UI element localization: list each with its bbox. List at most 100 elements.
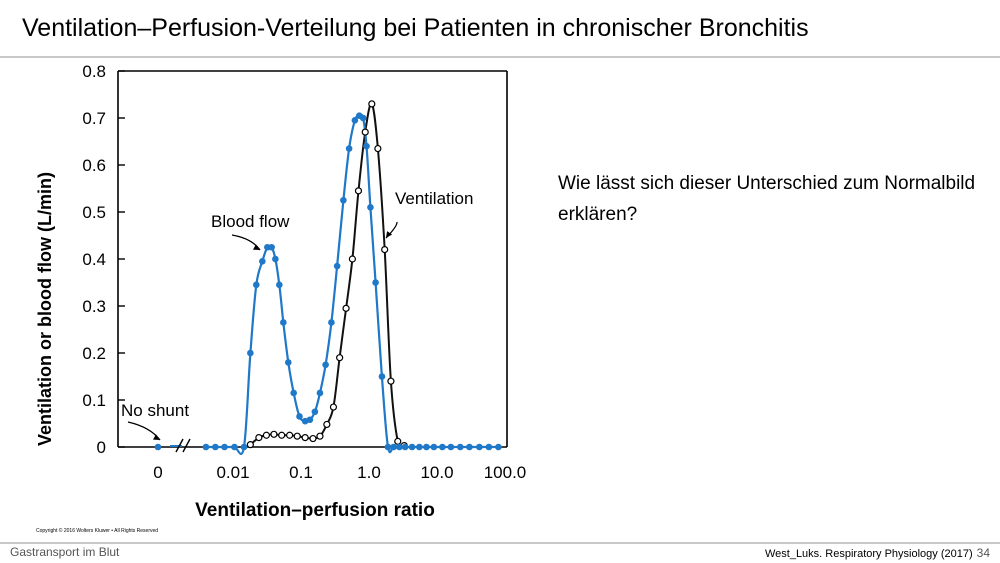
blood-flow-point: [202, 443, 210, 451]
y-axis-label: Ventilation or blood flow (L/min): [35, 172, 55, 446]
ventilation-arrow-head: [386, 231, 393, 238]
x-tick-label: 100.0: [484, 463, 527, 482]
blood-flow-point: [384, 443, 392, 451]
y-tick-label: 0: [97, 438, 106, 457]
blood-flow-point: [495, 443, 502, 451]
y-tick-label: 0.7: [82, 109, 106, 128]
footer-source: West_Luks. Respiratory Physiology (2017)…: [765, 546, 990, 560]
y-tick-label: 0.5: [82, 203, 106, 222]
ventilation-point: [361, 128, 369, 136]
y-tick-label: 0.6: [82, 156, 106, 175]
ventilation-point: [342, 304, 350, 312]
blood-flow-point: [247, 349, 254, 357]
slide-title: Ventilation–Perfusion-Verteilung bei Pat…: [22, 14, 809, 42]
footer-topic: Gastransport im Blut: [10, 545, 120, 559]
ventilation-point: [278, 431, 286, 439]
ventilation-point: [316, 432, 324, 440]
blood-flow-point: [316, 389, 324, 397]
page-number: 34: [976, 546, 990, 560]
blood-flow-point: [396, 443, 403, 451]
blood-flow-point: [423, 443, 430, 451]
x-tick-label: 1.0: [357, 463, 381, 482]
blood-flow-annotation: Blood flow: [211, 212, 290, 231]
footer-divider: [0, 542, 1000, 544]
blood-flow-point: [351, 117, 359, 124]
blood-flow-point: [378, 373, 386, 380]
blood-flow-point: [240, 443, 248, 451]
x-tick-label: 0.1: [289, 463, 313, 482]
ventilation-point: [270, 430, 278, 438]
x-tick-label: 0: [153, 463, 162, 482]
blood-flow-point: [333, 262, 341, 270]
blood-flow-point: [290, 389, 297, 397]
blood-flow-point: [284, 359, 292, 366]
no-shunt-annotation: No shunt: [121, 401, 189, 420]
blood-flow-arrow-head: [253, 244, 260, 250]
ventilation-point: [354, 187, 363, 195]
chart-axes: 0 0.1 0.2 0.3 0.4 0.5 0.6 0.7 0.8 0 0.01 0.1 1.0 10.0…: [82, 62, 526, 482]
question-text: Wie lässt sich dieser Unterschied zum No…: [558, 173, 976, 225]
x-axis-label: Ventilation–perfusion ratio: [195, 500, 435, 521]
blood-flow-point: [340, 196, 347, 204]
ventilation-point: [394, 437, 402, 445]
blood-flow-point: [296, 413, 303, 420]
ventilation-point: [387, 377, 395, 385]
blood-flow-point: [280, 319, 287, 326]
blood-flow-point: [430, 443, 438, 451]
ventilation-line: [249, 102, 406, 449]
blood-flow-point: [367, 204, 374, 211]
blood-flow-point: [221, 443, 228, 451]
blood-flow-point: [345, 145, 353, 152]
ventilation-annotation: Ventilation: [395, 189, 473, 208]
blood-flow-point: [456, 443, 464, 451]
y-tick-label: 0.1: [82, 391, 106, 410]
ventilation-point: [262, 431, 271, 439]
blood-flow-point: [252, 281, 260, 289]
blood-flow-point: [272, 255, 279, 263]
ventilation-point: [301, 434, 309, 442]
blood-flow-point: [408, 443, 416, 451]
blood-flow-point: [401, 443, 409, 451]
blood-flow-point: [439, 443, 446, 451]
blood-flow-point: [476, 443, 483, 451]
chart-labels: Ventilation or blood flow (L/min) Ventil…: [35, 172, 473, 534]
y-tick-label: 0.2: [82, 344, 106, 363]
shunt-point: [154, 443, 162, 451]
ventilation-point: [329, 403, 338, 411]
blood-flow-point: [268, 243, 275, 251]
title-divider: [0, 56, 1000, 58]
x-tick-label: 0.01: [216, 463, 249, 482]
ventilation-point: [381, 246, 389, 254]
blood-flow-point: [466, 443, 473, 451]
copyright-note: Copyright © 2016 Wolters Kluwer • All Ri…: [36, 527, 158, 534]
source-citation: West_Luks. Respiratory Physiology (2017): [764, 548, 973, 560]
x-tick-label: 10.0: [420, 463, 453, 482]
ventilation-point: [309, 434, 317, 443]
blood-flow-point: [485, 443, 493, 451]
blood-flow-point: [359, 114, 367, 122]
blood-flow-point: [328, 319, 335, 326]
ventilation-point: [293, 432, 301, 440]
blood-flow-point: [363, 142, 370, 150]
ventilation-point: [323, 420, 331, 429]
ventilation-point: [348, 255, 356, 263]
blood-flow-point: [322, 361, 329, 369]
blood-flow-line: [205, 113, 499, 455]
chart: 0 0.1 0.2 0.3 0.4 0.5 0.6 0.7 0.8 0 0.01 0.1 1.0 10.0…: [35, 62, 526, 534]
axis-break-mark: [182, 438, 191, 453]
ventilation-point: [286, 431, 294, 439]
y-tick-label: 0.8: [82, 62, 106, 81]
blood-flow-point: [447, 443, 455, 451]
ventilation-point: [374, 144, 382, 153]
ventilation-point: [255, 434, 263, 442]
blood-flow-point: [212, 443, 219, 451]
blood-flow-point: [231, 443, 238, 451]
blood-flow-point: [276, 281, 283, 289]
blood-flow-point: [390, 443, 397, 451]
blood-flow-point: [311, 408, 319, 416]
ventilation-point: [368, 100, 376, 108]
no-shunt-arrow-head: [153, 434, 160, 440]
y-tick-label: 0.4: [82, 250, 106, 269]
chart-curves: [154, 100, 502, 455]
axis-break-mark: [175, 438, 184, 453]
